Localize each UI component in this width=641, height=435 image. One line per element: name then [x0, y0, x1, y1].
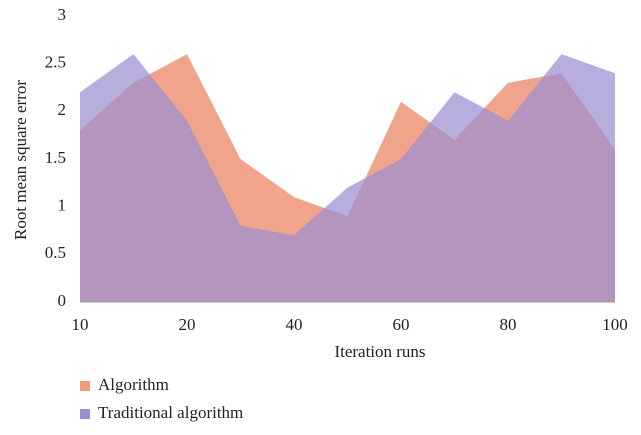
legend-swatch [80, 409, 90, 419]
area [80, 54, 615, 303]
y-tick-label: 3 [58, 5, 67, 24]
x-tick-label: 60 [393, 315, 410, 334]
y-tick-label: 0.5 [45, 243, 66, 262]
legend-swatch [80, 381, 90, 391]
y-tick-label: 2 [58, 100, 67, 119]
y-tick-label: 0 [58, 291, 67, 310]
x-tick-label: 100 [602, 315, 628, 334]
y-tick-label: 1.5 [45, 148, 66, 167]
x-tick-label: 20 [179, 315, 196, 334]
x-axis-title: Iteration runs [334, 342, 425, 361]
legend-label: Traditional algorithm [98, 403, 243, 422]
x-tick-label: 40 [286, 315, 303, 334]
x-tick-label: 10 [72, 315, 89, 334]
x-tick-label: 80 [500, 315, 517, 334]
y-tick-label: 1 [58, 196, 67, 215]
y-tick-label: 2.5 [45, 53, 66, 72]
legend-label: Algorithm [98, 375, 169, 394]
y-axis-title: Root mean square error [11, 80, 30, 240]
